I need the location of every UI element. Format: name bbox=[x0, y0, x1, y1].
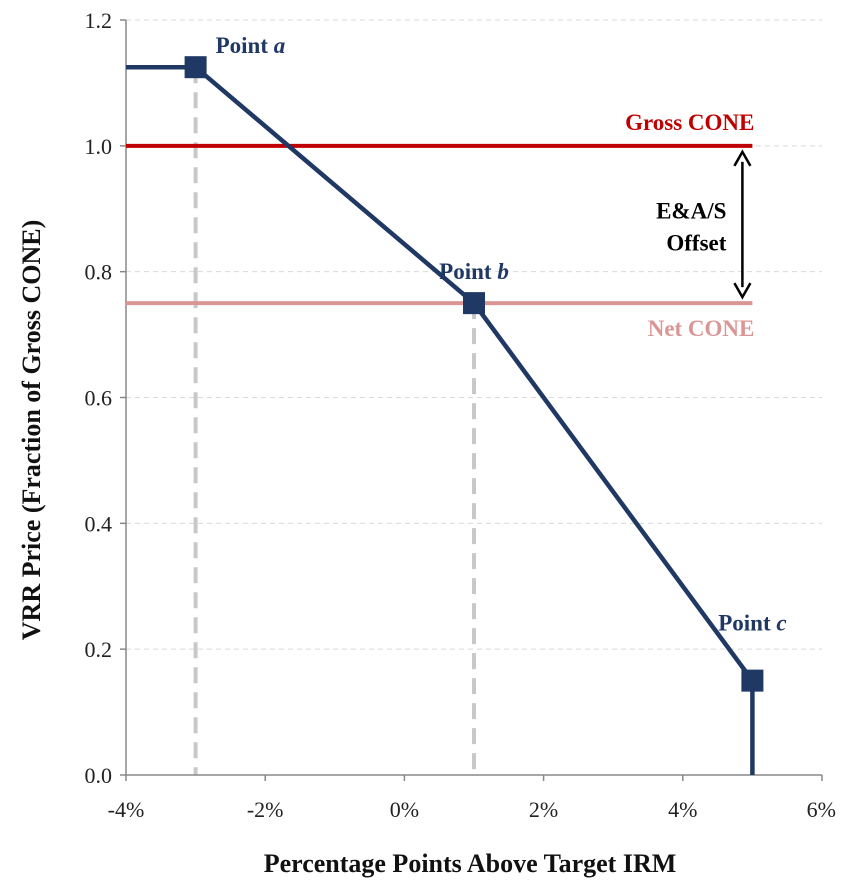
offset-arrow-head-bottom bbox=[733, 282, 752, 300]
point-label-word: Point bbox=[718, 611, 776, 636]
vrr-curve bbox=[126, 64, 755, 775]
x-ticks: -4% -2% 0% 2% 4% 6% bbox=[108, 775, 836, 822]
x-tick-label-0: -4% bbox=[108, 797, 145, 822]
x-axis-title: Percentage Points Above Target IRM bbox=[264, 849, 677, 878]
y-tick-label-0: 0.0 bbox=[85, 763, 113, 788]
point-label-word: Point bbox=[216, 33, 274, 58]
point-label-letter: a bbox=[274, 33, 286, 58]
y-tick-label-3: 0.6 bbox=[85, 386, 113, 411]
y-tick-label-4: 0.8 bbox=[85, 260, 113, 285]
y-tick-label-6: 1.2 bbox=[85, 8, 113, 33]
y-tick-label-2: 0.4 bbox=[85, 511, 113, 536]
point-label-letter: b bbox=[497, 259, 509, 284]
offset-label-line2: Offset bbox=[666, 230, 726, 255]
vertical-guides bbox=[193, 67, 476, 775]
y-tick-label-5: 1.0 bbox=[85, 134, 113, 159]
x-tick-label-3: 2% bbox=[529, 797, 558, 822]
offset-arrow-head-top bbox=[733, 149, 752, 167]
y-ticks: 0.0 0.2 0.4 0.6 0.8 1.0 1.2 bbox=[85, 8, 126, 788]
point-marker-a bbox=[184, 56, 207, 79]
x-tick-label-1: -2% bbox=[247, 797, 284, 822]
x-tick-label-2: 0% bbox=[390, 797, 419, 822]
point-marker-c bbox=[741, 669, 764, 692]
point-label-word: Point bbox=[439, 259, 497, 284]
ref-label-1: Net CONE bbox=[648, 316, 755, 341]
point-label-letter: c bbox=[776, 611, 786, 636]
point-marker-b bbox=[463, 292, 485, 315]
point-label-a: Point a bbox=[216, 33, 286, 58]
x-tick-label-4: 4% bbox=[668, 797, 697, 822]
reference-lines: Gross CONE Net CONE bbox=[126, 110, 754, 341]
offset-annotation: E&A/S Offset bbox=[656, 149, 752, 300]
point-label-b: Point b bbox=[439, 259, 509, 284]
ref-label-0: Gross CONE bbox=[625, 110, 754, 135]
vrr-curve-line bbox=[126, 64, 755, 775]
y-tick-label-1: 0.2 bbox=[85, 637, 113, 662]
x-tick-label-5: 6% bbox=[807, 797, 836, 822]
y-axis-title: VRR Price (Fraction of Gross CONE) bbox=[17, 220, 46, 640]
offset-label-line1: E&A/S bbox=[656, 198, 726, 223]
point-label-c: Point c bbox=[718, 611, 786, 636]
